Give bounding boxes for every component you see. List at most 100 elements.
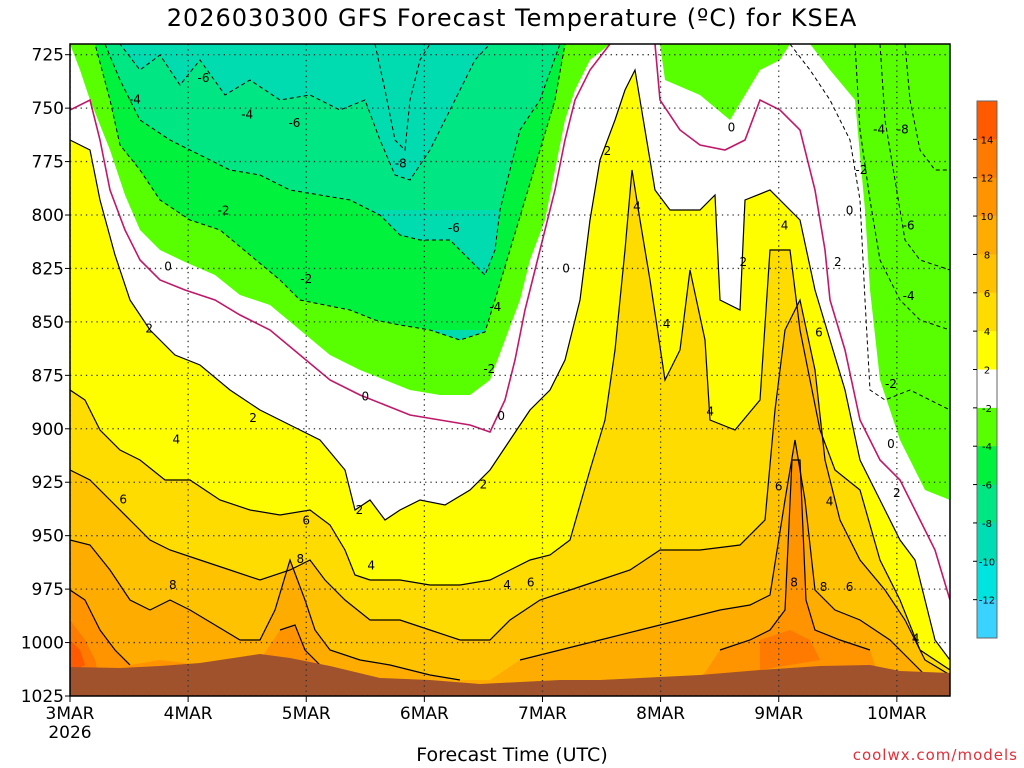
credit-link[interactable]: coolwx.com/models — [852, 746, 1018, 764]
contour-label: -6 — [903, 219, 915, 233]
colorbar-segment — [977, 292, 997, 332]
x-axis: 3MAR 4MAR 5MAR 6MAR 7MAR 8MAR 9MAR 10MAR 2026 — [46, 696, 927, 743]
colorbar-segment — [977, 561, 997, 601]
plot-frame — [69, 43, 951, 697]
colorbar-segment — [977, 216, 997, 255]
colorbar-label: 8 — [984, 250, 990, 261]
grid — [70, 44, 950, 696]
contour-label: -2 — [218, 204, 230, 218]
colorbar-segment — [977, 101, 997, 140]
x-tick-label: 6MAR — [400, 704, 449, 724]
contour-label: -8 — [395, 157, 407, 171]
contour-label: -4 — [129, 93, 141, 107]
contour-label: -4 — [241, 108, 253, 122]
contour-label: 6 — [775, 480, 783, 494]
colorbar-label: -10 — [979, 557, 995, 568]
y-tick-label: 900 — [32, 420, 64, 440]
contour-label: 8 — [820, 580, 828, 594]
band-plus14 — [70, 640, 85, 672]
x-tick-label: 10MAR — [867, 704, 927, 724]
y-tick-label: 725 — [32, 46, 64, 66]
contour-label: 8 — [297, 552, 305, 566]
colorbar-label: 10 — [981, 212, 994, 223]
colorbar-label: 2 — [984, 366, 990, 377]
contour-label: -2 — [300, 272, 312, 286]
y-tick-label: 1000 — [21, 634, 64, 654]
colorbar-segment — [977, 484, 997, 524]
contour-label: 2 — [834, 255, 842, 269]
colorbar-segment — [977, 599, 997, 639]
contour-label: -6 — [197, 71, 209, 85]
contour-label: -8 — [897, 123, 909, 137]
contour-label: 8 — [790, 576, 798, 590]
contour-label: 4 — [781, 219, 789, 233]
colorbar-label: 4 — [984, 327, 990, 338]
contour-4 — [70, 169, 950, 671]
y-tick-label: 825 — [32, 259, 64, 279]
contour-label: 4 — [633, 199, 641, 213]
contour-label: -2 — [885, 377, 897, 391]
colorbar-label: 6 — [984, 289, 990, 300]
contour-label: 2 — [480, 477, 488, 491]
contour-label: 6 — [302, 514, 310, 528]
contour-label: 0 — [361, 390, 369, 404]
colorbar-segment — [977, 177, 997, 217]
contour-label: 0 — [497, 409, 505, 423]
contour-label: 2 — [893, 486, 901, 500]
contour-label: 4 — [706, 405, 714, 419]
y-tick-label: 950 — [32, 527, 64, 547]
x-tick-label: 9MAR — [754, 704, 803, 724]
contour-label: 6 — [119, 492, 127, 506]
colorbar-label: 12 — [981, 174, 994, 185]
y-tick-label: 850 — [32, 313, 64, 333]
x-tick-label: 5MAR — [282, 704, 331, 724]
colorbar-segment — [977, 369, 997, 409]
band-minus6 — [70, 44, 950, 210]
chart-title: 2026030300 GFS Forecast Temperature (ºC)… — [166, 4, 858, 32]
colorbar-segment — [977, 331, 997, 370]
colorbar-segment — [977, 139, 997, 179]
contour-label: -6 — [448, 221, 460, 235]
contour-minus2 — [70, 44, 950, 411]
contour-label: 0 — [846, 204, 854, 218]
contour-label: -6 — [288, 116, 300, 130]
contour-label: 4 — [826, 494, 834, 508]
colorbar-label: -2 — [982, 404, 992, 415]
x-tick-label: 8MAR — [636, 704, 685, 724]
y-tick-label: 1025 — [21, 687, 64, 707]
colorbar-segment — [977, 254, 997, 294]
contour-label: 0 — [887, 437, 895, 451]
terrain — [70, 654, 950, 696]
contour-label: -4 — [903, 289, 915, 303]
x-year-label: 2026 — [48, 723, 91, 743]
y-tick-label: 975 — [32, 580, 64, 600]
contour-label: 2 — [739, 255, 747, 269]
contour-label: 4 — [172, 432, 180, 446]
contour-label: 4 — [663, 317, 671, 331]
contour-6 — [70, 298, 950, 676]
contour-label: 6 — [846, 580, 854, 594]
x-tick-label: 4MAR — [164, 704, 213, 724]
colorbar-label: -12 — [979, 596, 995, 607]
contour-label: -4 — [873, 123, 885, 137]
contour-label: 0 — [728, 120, 736, 134]
colorbar-label: 14 — [981, 135, 994, 146]
y-tick-label: 875 — [32, 366, 64, 386]
colorbar: 14 12 10 8 6 4 2 -2 -4 -6 -8 -10 -12 — [973, 100, 998, 639]
contour-minus6 — [70, 44, 950, 271]
contour-label: 2 — [356, 503, 364, 517]
y-tick-label: 925 — [32, 473, 64, 493]
y-tick-label: 750 — [32, 99, 64, 119]
contour-label: 0 — [164, 259, 172, 273]
x-axis-label: Forecast Time (UTC) — [416, 744, 608, 766]
colorbar-segment — [977, 522, 997, 562]
contour-label: 4 — [912, 631, 920, 645]
contour-label: 2 — [145, 321, 153, 335]
contour-label: 0 — [562, 261, 570, 275]
contour-label: 2 — [249, 411, 257, 425]
y-axis: 725 750 775 800 825 850 875 900 925 950 975 1000 102… — [21, 46, 70, 707]
contour-labels: -4 -6 -4 -6 -8 -6 -2 -2 -4 -2 0 0 0 0 0 0 -4 -8 -2 -6 -4 -2 0 2… — [119, 71, 919, 645]
colorbar-label: -6 — [982, 481, 992, 492]
contour-label: -2 — [855, 163, 867, 177]
